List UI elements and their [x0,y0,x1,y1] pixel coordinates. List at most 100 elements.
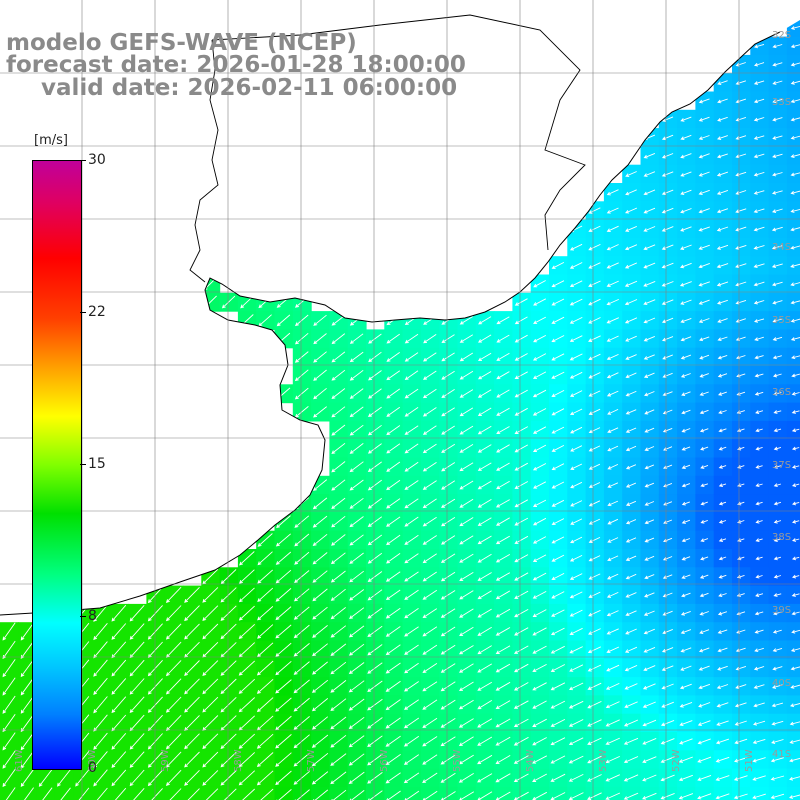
wind-arrow [440,608,456,618]
wind-arrow [771,190,783,195]
wind-arrow [550,627,565,636]
wind-arrow [349,534,364,546]
wind-arrow [550,682,566,691]
wind-arrow [404,461,419,472]
wind-arrow [698,226,710,232]
wind-arrow [477,736,493,746]
wind-arrow [440,736,456,747]
wind-arrow [662,610,673,616]
speed-cell [420,786,440,800]
wind-arrow [588,482,601,489]
wind-arrow [773,501,782,506]
wind-arrow [662,628,673,635]
wind-arrow [699,592,709,598]
wind-arrow [754,62,765,67]
wind-arrow [697,720,711,726]
wind-arrow [294,387,309,400]
wind-arrow [367,498,382,509]
wind-arrow [459,535,474,545]
wind-arrow [532,463,547,471]
wind-arrow [680,262,692,269]
wind-arrow [111,769,127,787]
wind-arrow [569,335,583,343]
wind-arrow [625,427,637,433]
wind-arrow [715,775,730,781]
wind-arrow [202,660,219,676]
wind-arrow [792,574,800,579]
wind-arrow [680,189,692,196]
wind-arrow [275,679,292,694]
wind-arrow [771,702,784,708]
wind-arrow [331,351,346,363]
wind-arrow [349,516,364,528]
wind-arrow [348,680,365,693]
wind-arrow [441,535,456,545]
wind-arrow [275,588,292,602]
wind-arrow [680,299,692,305]
wind-arrow [718,501,727,506]
wind-arrow [642,756,657,763]
wind-arrow [643,171,656,177]
wind-arrow [111,623,127,640]
wind-arrow [644,574,655,580]
wind-arrow [773,538,782,542]
latitude-label: 37S [772,460,791,471]
wind-arrow [550,737,566,746]
wind-arrow [533,298,547,306]
speed-cell [274,786,294,800]
wind-arrow [532,682,547,691]
wind-arrow [790,263,800,268]
wind-arrow [735,281,747,287]
wind-arrow [220,660,237,676]
wind-arrow [699,611,709,616]
wind-arrow [239,551,255,566]
wind-arrow [532,408,547,416]
wind-arrow [477,371,492,380]
speed-cell [183,786,202,800]
wind-arrow [111,696,127,714]
wind-arrow [386,461,401,472]
wind-arrow [587,664,602,672]
wind-arrow [20,732,34,751]
wind-arrow [717,98,728,104]
wind-arrow [716,720,729,726]
wind-arrow [587,774,602,782]
wind-arrow [147,678,163,695]
wind-arrow [606,591,619,598]
wind-arrow [642,774,657,782]
wind-arrow [789,757,800,763]
wind-arrow [458,773,474,783]
wind-arrow [331,442,346,454]
wind-arrow [293,643,310,657]
wind-arrow [458,663,474,673]
wind-arrow [660,792,675,800]
wind-arrow [643,628,655,635]
wind-arrow [716,281,729,287]
wind-arrow [513,663,529,673]
wind-arrow [717,318,728,323]
wind-arrow [440,772,456,783]
speed-cell [237,786,257,800]
speed-cell [0,786,19,800]
wind-arrow [606,189,619,196]
wind-arrow [311,752,329,767]
wind-arrow [792,519,800,524]
wind-arrow [569,646,583,654]
wind-arrow [791,611,800,616]
wind-arrow [753,171,765,177]
wind-arrow [643,335,655,342]
wind-arrow [790,318,800,323]
wind-arrow [257,606,274,621]
wind-arrow [735,244,747,250]
wind-arrow [679,720,693,727]
wind-arrow [275,569,292,584]
wind-arrow [147,659,163,677]
wind-arrow [477,645,492,655]
speed-cell [439,786,459,800]
wind-arrow [386,352,400,362]
wind-arrow [754,355,764,360]
wind-arrow [681,483,691,488]
wind-arrow [220,733,237,750]
wind-arrow [5,787,16,800]
wind-arrow [551,353,565,361]
